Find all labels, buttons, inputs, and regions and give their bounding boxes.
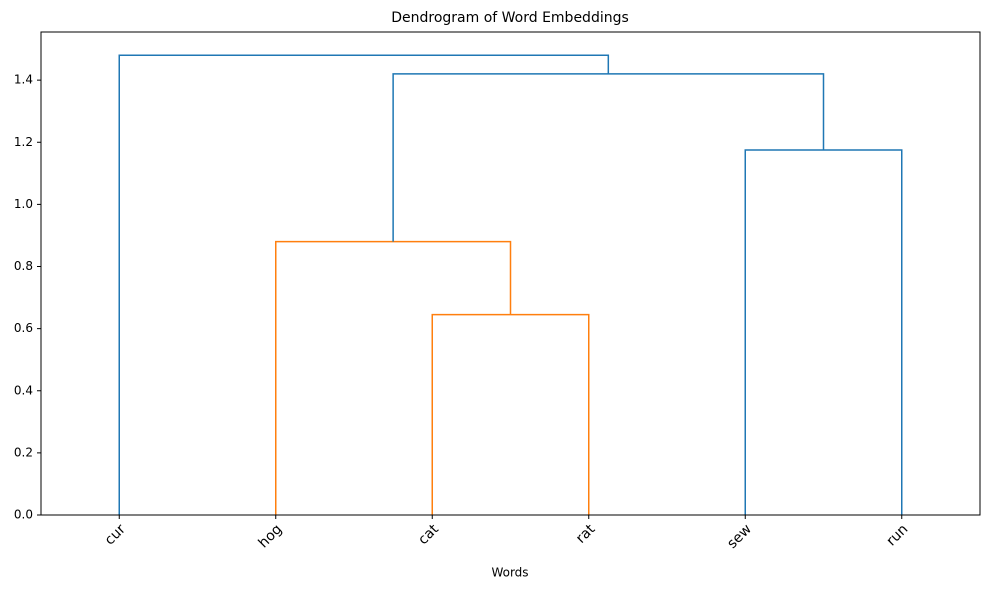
x-tick-label: run [883, 521, 911, 549]
dendrogram-link [392, 73, 825, 242]
dendrogram-link [431, 313, 590, 515]
y-tick-label: 0.8 [14, 259, 33, 273]
y-tick-label: 1.2 [14, 135, 33, 149]
x-tick-label: cat [415, 521, 442, 548]
x-tick-label: hog [255, 521, 285, 551]
x-tick-label: rat [573, 521, 599, 547]
y-tick-label: 0.6 [14, 321, 33, 335]
x-tick-label: sew [724, 521, 755, 552]
x-axis-label: Words [491, 566, 528, 580]
x-tick-label: cur [102, 521, 129, 548]
y-tick-label: 0.4 [14, 383, 33, 397]
y-tick-label: 1.4 [14, 73, 33, 87]
dendrogram-link [744, 149, 903, 515]
dendrogram-link [275, 240, 512, 515]
chart-title: Dendrogram of Word Embeddings [391, 10, 629, 26]
y-tick-label: 0.2 [14, 445, 33, 459]
y-tick-label: 1.0 [14, 197, 33, 211]
y-tick-label: 0.0 [14, 508, 33, 522]
dendrogram-link [118, 54, 610, 515]
plot-frame [40, 31, 981, 516]
